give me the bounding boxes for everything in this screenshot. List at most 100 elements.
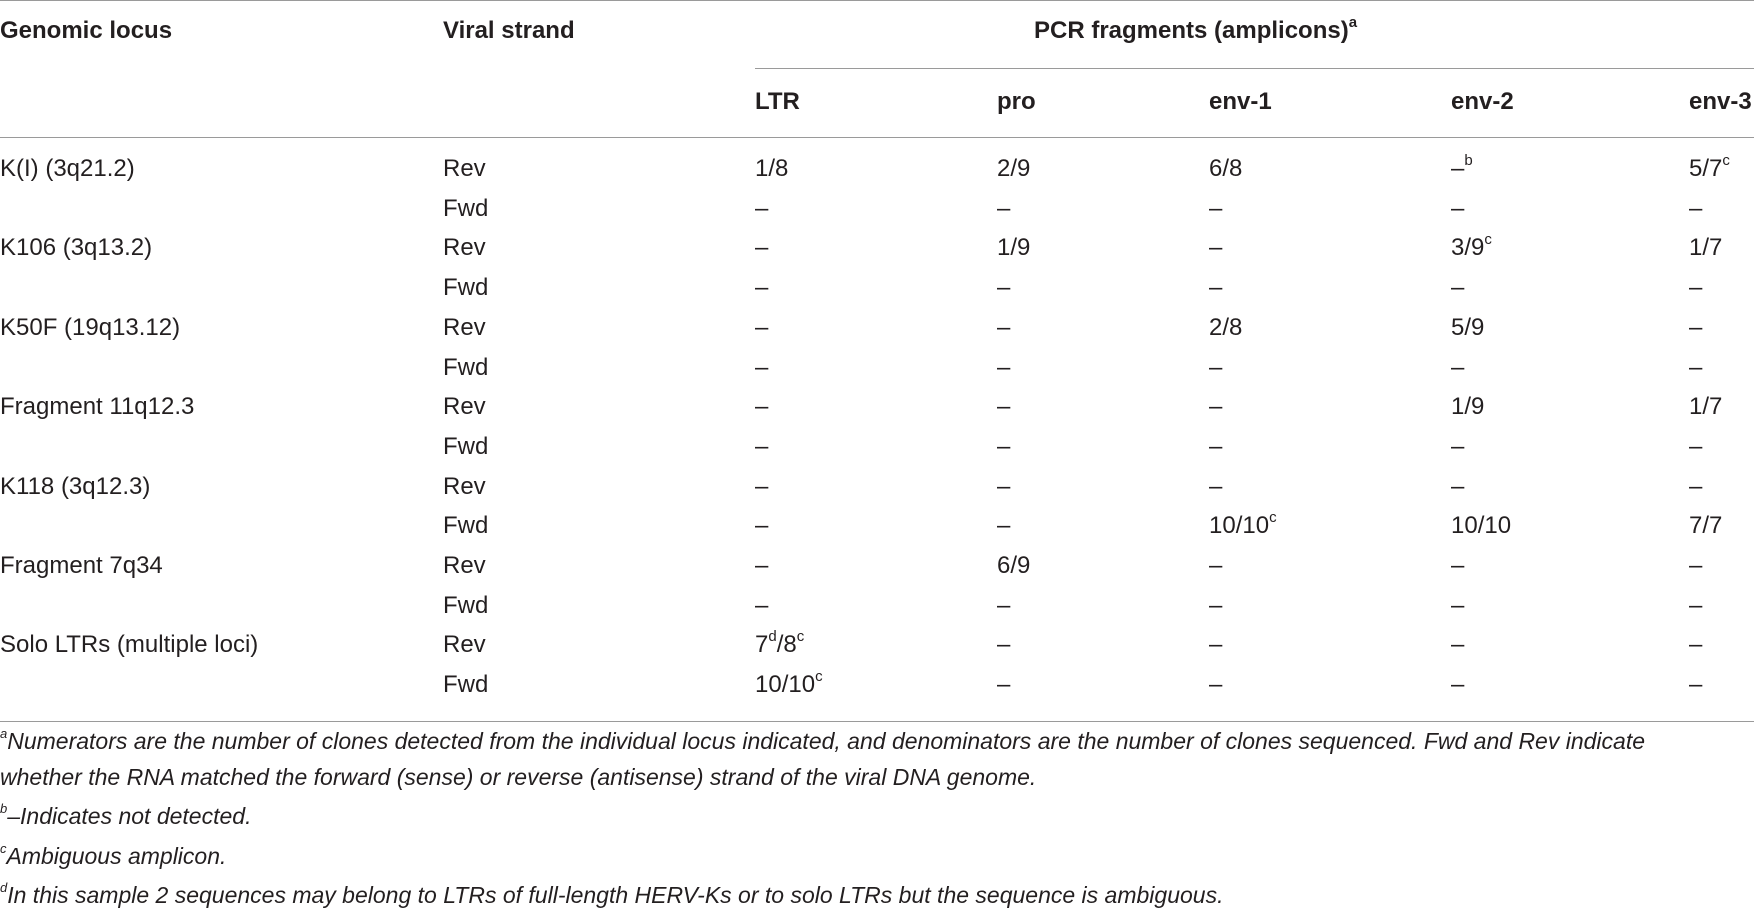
row-strand: Rev — [443, 631, 486, 658]
table-cell: – — [1451, 592, 1464, 620]
cell-footnote-mark: d — [768, 628, 777, 645]
table-cell: – — [755, 314, 768, 342]
table-cell: – — [1209, 234, 1222, 262]
row-strand: Rev — [443, 155, 486, 182]
cell-value: – — [755, 473, 769, 500]
cell-value: – — [1451, 433, 1465, 460]
row-locus: Fragment 11q12.3 — [0, 393, 195, 420]
row-locus: K50F (19q13.12) — [0, 314, 181, 341]
cell-value: – — [1209, 393, 1223, 420]
cell-value: – — [1689, 195, 1703, 222]
table-cell: – — [1689, 592, 1702, 620]
table-cell: – — [997, 592, 1010, 620]
table-cell: – — [755, 354, 768, 382]
footnote-line: aNumerators are the number of clones det… — [0, 727, 1645, 755]
cell-value: – — [1689, 473, 1703, 500]
header-pcr-fragments: PCR fragments (amplicons)a — [1034, 14, 1358, 45]
cell-value: 5/9 — [1451, 314, 1485, 341]
header-viral-strand: Viral strand — [443, 17, 575, 44]
row-strand: Fwd — [443, 433, 489, 460]
cell-value: – — [1451, 552, 1465, 579]
cell-value: – — [755, 195, 769, 222]
table-cell: – — [1451, 631, 1464, 659]
table-cell: – — [755, 512, 768, 540]
cell-value: 10/10 — [755, 671, 816, 698]
row-strand: Rev — [443, 552, 486, 579]
cell-footnote-mark: c — [815, 668, 823, 685]
table-cell: – — [1209, 671, 1222, 699]
table-cell: – — [1209, 631, 1222, 659]
table-cell: – — [997, 195, 1010, 223]
table-cell: – — [1209, 274, 1222, 302]
table-cell: 1/8 — [755, 155, 788, 183]
table-cell: 3/9c — [1451, 231, 1492, 262]
table-cell: – — [1451, 433, 1464, 461]
cell-value: – — [1451, 592, 1465, 619]
table-cell: – — [1689, 631, 1702, 659]
footnote-line: dIn this sample 2 sequences may belong t… — [0, 881, 1223, 909]
cell-value: – — [1451, 274, 1465, 301]
cell-value: – — [755, 433, 769, 460]
table-bottom-rule — [0, 721, 1754, 722]
row-strand: Fwd — [443, 671, 489, 698]
cell-value: – — [1209, 671, 1223, 698]
cell-value: 2/9 — [997, 155, 1031, 182]
cell-value: – — [1209, 274, 1223, 301]
cell-value: 10/10 — [1451, 512, 1512, 539]
row-locus: K106 (3q13.2) — [0, 234, 153, 261]
footnote-mark: b — [0, 801, 8, 817]
table-cell: – — [1209, 552, 1222, 580]
row-strand: Fwd — [443, 512, 489, 539]
table-cell: – — [1689, 354, 1702, 382]
header-footnote-mark: a — [1348, 14, 1358, 31]
cell-value: – — [997, 592, 1011, 619]
cell-value: 2/8 — [1209, 314, 1243, 341]
table-cell: 5/7c — [1689, 153, 1730, 183]
table-cell: – — [755, 274, 768, 302]
cell-footnote-mark: c — [1484, 231, 1492, 248]
table-cell: – — [755, 552, 768, 580]
cell-value: – — [997, 473, 1011, 500]
table-cell: – — [1209, 592, 1222, 620]
cell-value: – — [755, 234, 769, 261]
header-group-rule — [755, 68, 1754, 69]
footnote-text: In this sample 2 sequences may belong to… — [7, 882, 1224, 908]
header-env-1: env-1 — [1209, 88, 1272, 115]
cell-value: 1/7 — [1689, 234, 1723, 261]
cell-value: – — [755, 592, 769, 619]
cell-value: – — [1689, 314, 1703, 341]
table-cell: – — [755, 195, 768, 223]
cell-footnote-mark-2: c — [796, 628, 805, 645]
cell-value: – — [997, 631, 1011, 658]
cell-footnote-mark: c — [1269, 509, 1277, 526]
table-cell: – — [1689, 314, 1702, 342]
cell-value: – — [1209, 473, 1223, 500]
cell-value: – — [1451, 473, 1465, 500]
cell-value: – — [1689, 433, 1703, 460]
cell-value: – — [997, 354, 1011, 381]
header-ltr: LTR — [755, 88, 800, 115]
row-strand: Fwd — [443, 354, 489, 381]
cell-value: – — [755, 354, 769, 381]
table-cell: 1/9 — [1451, 393, 1484, 421]
table-cell: – — [755, 234, 768, 262]
cell-value: 1/9 — [1451, 393, 1485, 420]
cell-value: – — [997, 195, 1011, 222]
footnote-text: Numerators are the number of clones dete… — [7, 728, 1646, 754]
row-locus: K118 (3q12.3) — [0, 473, 151, 500]
table-cell: – — [1689, 274, 1702, 302]
cell-value: – — [1209, 195, 1223, 222]
cell-value: – — [755, 512, 769, 539]
cell-value: – — [1209, 433, 1223, 460]
header-env-3: env-3 — [1689, 88, 1752, 115]
table-cell: 10/10c — [755, 668, 823, 699]
cell-value: – — [1209, 234, 1223, 261]
cell-value: 7 — [755, 631, 769, 658]
footnote-mark: a — [0, 726, 8, 742]
cell-value-part2: /8 — [776, 631, 797, 658]
table-cell: –b — [1451, 153, 1473, 183]
cell-value: 6/9 — [997, 552, 1031, 579]
table-cell: 10/10c — [1209, 509, 1277, 540]
cell-value: – — [997, 433, 1011, 460]
table-cell: – — [1209, 433, 1222, 461]
